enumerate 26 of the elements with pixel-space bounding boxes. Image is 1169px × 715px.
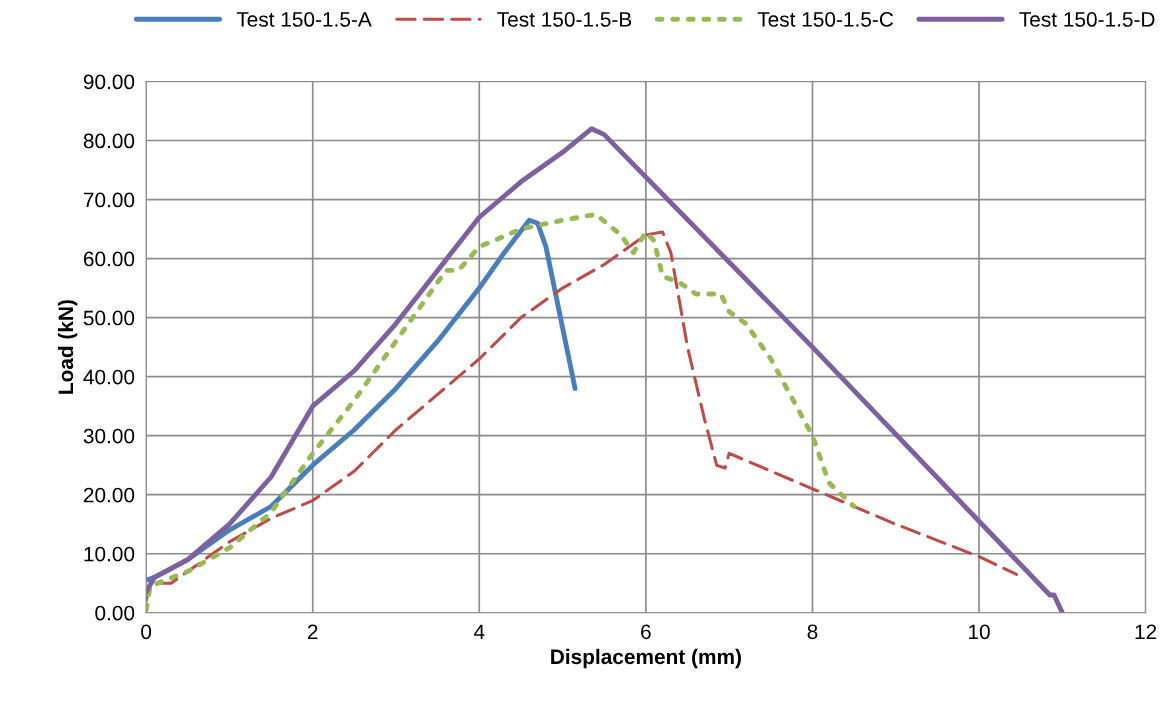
y-tick-label: 30.00 [83, 428, 135, 444]
y-tick-label: 70.00 [83, 192, 135, 208]
y-tick-label: 90.00 [83, 74, 135, 90]
legend-label: Test 150-1.5-D [1019, 12, 1155, 27]
legend-label: Test 150-1.5-C [757, 12, 894, 27]
line-series [146, 211, 857, 613]
y-tick-label: 0.00 [95, 605, 135, 621]
y-tick-label: 50.00 [83, 310, 135, 326]
x-tick-label: 6 [641, 624, 651, 640]
y-tick-label: 60.00 [83, 251, 135, 267]
y-tick-label: 40.00 [83, 369, 135, 385]
y-tick-label: 20.00 [83, 487, 135, 503]
x-tick-label: 0 [141, 624, 152, 640]
x-tick-label: 8 [807, 624, 818, 640]
y-tick-label: 80.00 [83, 133, 135, 149]
legend-label: Test 150-1.5-A [236, 12, 372, 27]
line-series [146, 126, 1065, 613]
y-tick-label: 10.00 [84, 546, 135, 562]
x-tick-label: 10 [969, 624, 990, 640]
legend-label: Test 150-1.5-B [497, 12, 632, 27]
x-axis-title: Displacement (mm) [551, 648, 741, 669]
y-axis-title: Load (kN) [57, 300, 78, 394]
x-tick-label: 2 [307, 624, 318, 639]
x-tick-label: 12 [1135, 624, 1157, 639]
line-series [146, 230, 1019, 603]
x-tick-label: 4 [473, 624, 485, 639]
